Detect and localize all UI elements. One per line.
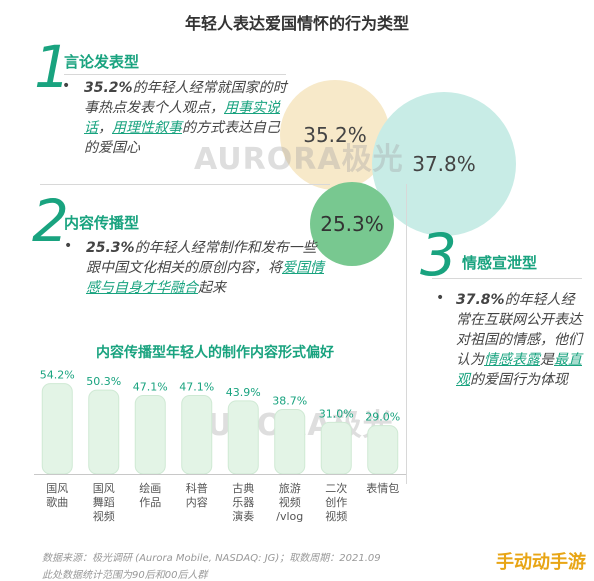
section-2-text-b: 起来 <box>198 280 226 296</box>
section-1-emphasis-2: 用理性叙事 <box>112 120 182 136</box>
category-label: 二次创作视频 <box>325 481 347 523</box>
bar <box>320 421 352 475</box>
bar <box>274 409 306 475</box>
bar-value-label: 43.9% <box>226 386 261 399</box>
bar-value-label: 47.1% <box>179 381 214 394</box>
bar <box>181 395 213 475</box>
source-line-1: 数据来源：极光调研 (Aurora Mobile, NASDAQ: JG)；取数… <box>42 553 381 564</box>
section-2-number: 2 <box>32 187 69 255</box>
bar-value-label: 38.7% <box>272 395 307 408</box>
section-2-border <box>406 184 407 484</box>
section-2-emphasis: 爱国情感与自身才华融合 <box>86 260 324 296</box>
bubble-speech: 35.2% <box>280 80 390 190</box>
bubble-content: 25.3% <box>310 182 394 266</box>
section-2-text-a: 的年轻人经常制作和发布一些跟中国文化相关的原创内容，将 <box>86 240 317 276</box>
bar <box>88 389 120 475</box>
section-2-pct: 25.3% <box>86 240 135 256</box>
bubble-speech-label: 35.2% <box>303 123 367 147</box>
bar-value-label: 50.3% <box>86 375 121 388</box>
bar <box>227 400 259 475</box>
section-1-title: 言论发表型 <box>64 53 140 71</box>
category-label: 国风舞蹈视频 <box>93 482 115 523</box>
section-1-number: 1 <box>34 33 71 101</box>
section-1-text-sep: ， <box>98 120 112 136</box>
category-label: 国风歌曲 <box>46 482 68 509</box>
section-2-rule <box>40 184 330 185</box>
chart-title: 内容传播型年轻人的制作内容形式偏好 <box>96 345 334 361</box>
category-label: 绘画作品 <box>139 481 161 509</box>
bubble-content-label: 25.3% <box>320 212 384 236</box>
section-3-bullet: • <box>436 290 445 306</box>
bubble-emotion: 37.8% <box>372 92 516 236</box>
section-2-bullet: • <box>64 238 73 254</box>
section-3-text: 37.8%的年轻人经常在互联网公开表达对祖国的情感，他们认为情感表露是最直观的爱… <box>456 290 584 390</box>
section-3-rule <box>432 278 582 279</box>
section-1-emphasis-1: 用事实说话 <box>84 100 280 136</box>
section-3-emphasis-1: 情感表露 <box>484 352 540 368</box>
page-title: 年轻人表达爱国情怀的行为类型 <box>184 14 409 33</box>
section-1-bullet: • <box>62 78 71 94</box>
bar <box>41 383 73 475</box>
category-label: 旅游视频/vlog <box>276 481 303 523</box>
section-3-text-mid: 是 <box>540 352 554 368</box>
category-label: 表情包 <box>366 481 399 495</box>
section-3-text-a: 的年轻人经常在互联网公开表达对祖国的情感，他们认为 <box>456 292 582 368</box>
section-3-number: 3 <box>420 221 457 289</box>
category-label: 科普内容 <box>186 481 208 509</box>
section-2-text: 25.3%的年轻人经常制作和发布一些跟中国文化相关的原创内容，将爱国情感与自身才… <box>86 238 326 298</box>
section-3-pct: 37.8% <box>456 292 505 308</box>
bubble-emotion-label: 37.8% <box>412 152 476 176</box>
section-3-emphasis-2: 最直观 <box>456 352 582 388</box>
section-3-text-b: 的爱国行为体现 <box>470 372 568 388</box>
source-line-2: 此处数据统计范围为90后和00后人群 <box>42 570 208 581</box>
category-label: 古典乐器演奏 <box>232 481 254 523</box>
site-logo: 手动动手游 <box>496 552 586 573</box>
bar-value-label: 29.0% <box>365 411 400 424</box>
bar-value-label: 54.2% <box>40 369 75 382</box>
section-1-text-a: 的年轻人经常就国家的时事热点发表个人观点， <box>84 80 287 116</box>
section-1-pct: 35.2% <box>84 80 133 96</box>
watermark-logo: AURORA极光 <box>194 142 404 177</box>
section-1-rule <box>64 74 286 75</box>
section-2-title: 内容传播型 <box>64 214 140 232</box>
bar <box>134 395 166 475</box>
bar-value-label: 31.0% <box>319 407 354 420</box>
bar <box>367 425 399 475</box>
section-1-text-b: 的方式表达自己的爱国心 <box>84 120 280 156</box>
bar-value-label: 47.1% <box>133 381 168 394</box>
section-3-title: 情感宣泄型 <box>462 254 538 272</box>
bar-chart: 54.2% 国风歌曲 50.3% 国风舞蹈视频 47.1% 绘画作品 47.1% 科普内容 43… <box>34 369 406 523</box>
section-1-text: 35.2%的年轻人经常就国家的时事热点发表个人观点，用事实说话，用理性叙事的方式… <box>84 78 289 158</box>
